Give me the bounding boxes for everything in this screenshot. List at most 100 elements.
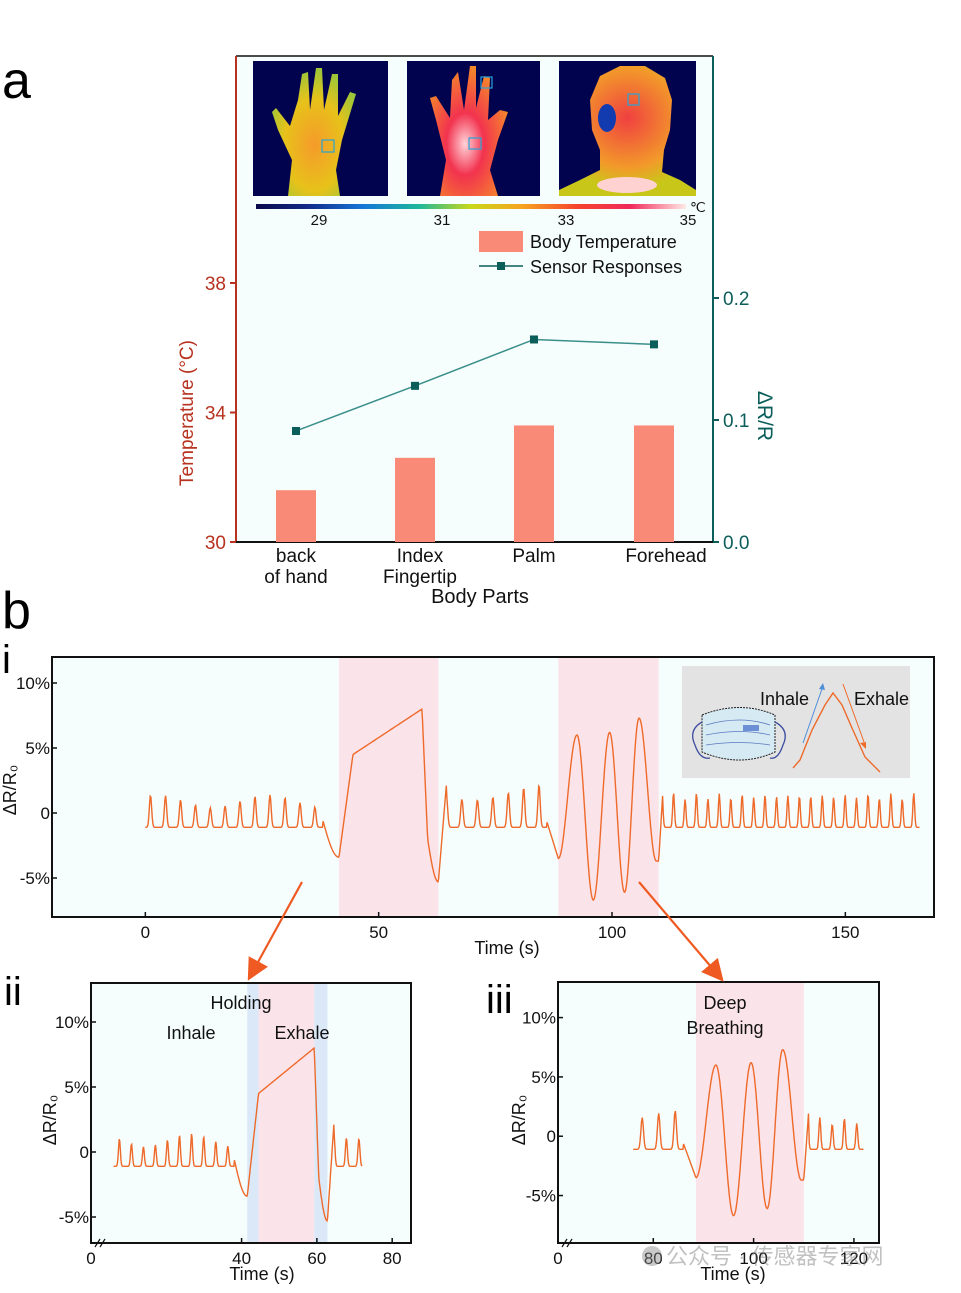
y-tick-label: -5%	[59, 1208, 89, 1227]
y-tick-label: 5%	[531, 1068, 556, 1087]
x-axis-label: Time (s)	[474, 938, 539, 958]
x-tick-label: 50	[369, 923, 388, 942]
shaded-region	[314, 984, 328, 1242]
panel-label-ii: ii	[4, 970, 22, 1014]
roi-marker	[468, 137, 482, 150]
y-tick-label: -5%	[526, 1187, 556, 1206]
signal-line	[633, 1048, 864, 1217]
y2-axis-label: ΔR/R	[753, 391, 776, 441]
panel-label-a: a	[2, 52, 31, 110]
x-tick-label: 150	[831, 923, 859, 942]
exhale-arrow	[842, 683, 865, 743]
x-tick-label: 100	[598, 923, 626, 942]
zoom-arrow-deep-breathing	[638, 881, 724, 982]
y-tick-label: 10%	[55, 1013, 89, 1032]
roi-marker	[627, 93, 640, 106]
inhale-arrow-head	[819, 683, 825, 690]
x-tick-label: 0	[141, 923, 150, 942]
panel-label-i: i	[2, 638, 11, 682]
sensor-response-line	[295, 338, 655, 432]
chart-b-i: -5% 0 5% 10% 0 50 100 150 Time (s) ΔR/R₀ Inhale Exh…	[0, 656, 935, 958]
y-axis-label: ΔR/R₀	[0, 765, 20, 816]
plot-frame	[557, 981, 880, 1244]
y-tick-label: -5%	[20, 869, 50, 888]
region-label-deep: Deep	[703, 993, 746, 1013]
panel-label-b: b	[2, 582, 31, 640]
inset-label-exhale: Exhale	[854, 689, 909, 709]
plot-frame	[51, 656, 935, 918]
colorbar-ticks: 29 31 33 35	[311, 212, 697, 229]
shaded-region	[339, 658, 439, 916]
chart-b-ii: -5% 0 5% 10% 0 40 60 80 Time (s) ΔR/R₀ Holding Inha…	[40, 982, 412, 1284]
plot-frame	[90, 982, 412, 1244]
region-label-holding: Holding	[210, 993, 271, 1013]
x-tick-label: 120	[840, 1249, 868, 1268]
axis-break-mark	[561, 1238, 573, 1248]
legend-label: Body Temperature	[530, 232, 677, 252]
sensor-response-point	[650, 340, 658, 349]
thermal-image-back-of-hand	[253, 61, 388, 196]
shaded-region	[695, 983, 804, 1242]
roi-marker	[321, 139, 335, 153]
chart-a: 30 34 38 0.0 0.1 0.2 Temperature (°C) ΔR/R Body …	[177, 56, 776, 608]
y-axis-label: ΔR/R₀	[509, 1095, 529, 1146]
shaded-region	[247, 984, 259, 1242]
x-tick-label: Forehead	[625, 546, 706, 567]
x-tick-label: 80	[383, 1249, 402, 1268]
x-tick-label: 40	[232, 1249, 251, 1268]
y-tick-label: 38	[205, 274, 226, 295]
bar	[634, 425, 674, 542]
region-label-exhale: Exhale	[274, 1023, 329, 1043]
x-tick-label: 100	[739, 1249, 767, 1268]
exhale-arrow-head	[860, 742, 866, 749]
shaded-region	[558, 658, 659, 916]
inhale-arrow	[802, 685, 824, 744]
axis-break-mark	[94, 1238, 106, 1248]
panel-label-iii: iii	[486, 978, 513, 1022]
bar	[514, 425, 554, 542]
legend-swatch-marker	[497, 262, 505, 270]
x-tick-label: 60	[307, 1249, 326, 1268]
legend: Body Temperature Sensor Responses	[479, 231, 682, 277]
x-tick-label: 80	[644, 1249, 663, 1268]
y2-tick-label: 0.1	[723, 411, 749, 432]
sensor-strip	[743, 725, 759, 731]
x-tick-label: Index	[397, 546, 444, 567]
sensor-response-point	[292, 426, 300, 435]
mask-icon	[692, 707, 786, 761]
y-tick-label: 0	[80, 1143, 89, 1162]
x-tick-label: 0	[86, 1249, 95, 1268]
sensor-response-point	[530, 335, 538, 344]
y-tick-label: 30	[205, 533, 226, 554]
x-axis-label: Body Parts	[431, 586, 529, 608]
bar	[276, 490, 316, 542]
bar	[395, 457, 435, 542]
chart-b-iii: -5% 0 5% 10% 0 80 100 120 Time (s) ΔR/R₀ Deep Breat…	[509, 981, 880, 1284]
y-tick-label: 0	[41, 804, 50, 823]
thermal-image-palm	[407, 61, 540, 196]
colorbar	[256, 204, 686, 209]
y-tick-label: 34	[205, 404, 227, 425]
colorbar-tick-label: 33	[558, 212, 575, 229]
y-tick-label: 5%	[25, 739, 50, 758]
mask-body	[701, 707, 776, 761]
legend-label: Sensor Responses	[530, 257, 682, 277]
x-tick-label: of hand	[264, 567, 327, 588]
x-tick-label: 0	[553, 1249, 562, 1268]
y2-tick-label: 0.2	[723, 289, 749, 310]
x-axis-label: Time (s)	[700, 1264, 765, 1284]
y-tick-label: 5%	[64, 1078, 89, 1097]
colorbar-tick-label: 31	[434, 212, 451, 229]
legend-swatch-bar	[479, 231, 523, 252]
y-tick-label: 10%	[16, 674, 50, 693]
y2-tick-label: 0.0	[723, 533, 749, 554]
x-tick-label: Fingertip	[383, 567, 457, 588]
x-axis-label: Time (s)	[229, 1264, 294, 1284]
signal-line	[145, 708, 920, 902]
mask-ear-loops	[692, 721, 786, 759]
zoom-arrow-holding	[247, 881, 303, 981]
x-tick-label: back	[276, 546, 317, 567]
roi-marker	[480, 76, 493, 89]
mask-pleats	[705, 719, 771, 746]
